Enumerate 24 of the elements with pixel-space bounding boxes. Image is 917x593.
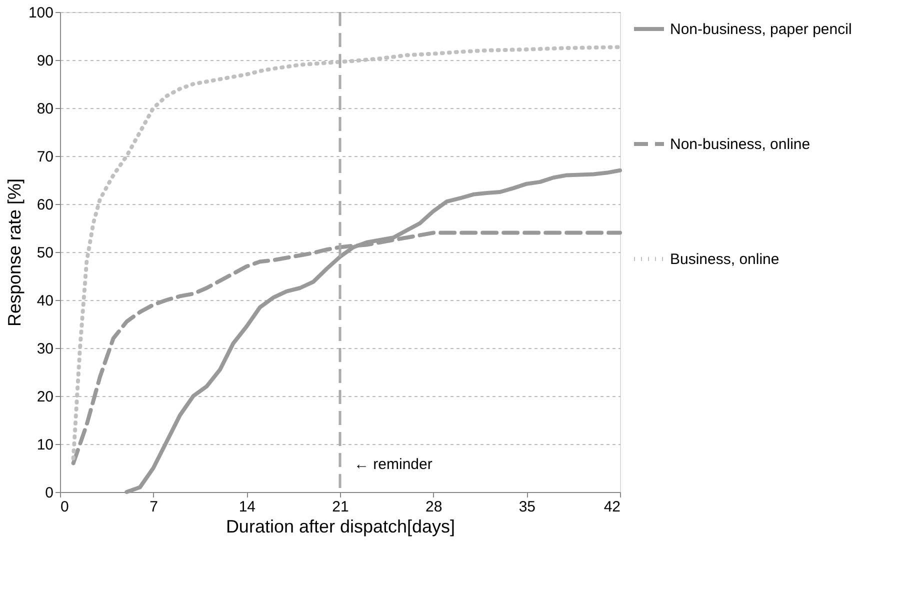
- y-tick-label: 30: [36, 340, 54, 358]
- y-tick-label: 50: [36, 244, 54, 262]
- x-tick-label: 42: [604, 498, 620, 516]
- legend-label: Non-business, online: [670, 136, 810, 153]
- y-tick-label: 70: [36, 148, 54, 166]
- y-tick-label: 0: [45, 484, 54, 502]
- y-axis-title: Response rate [%]: [4, 178, 24, 327]
- y-tick-label: 90: [36, 52, 54, 70]
- x-tick-label: 0: [60, 498, 69, 516]
- y-tick-label: 60: [36, 196, 54, 214]
- y-tick-label: 100: [28, 4, 54, 22]
- y-tick-label: 10: [36, 436, 54, 454]
- x-tick-label: 28: [425, 498, 442, 516]
- x-tick-label: 35: [518, 498, 536, 516]
- y-tick-label: 20: [36, 388, 54, 406]
- y-tick-label: 40: [36, 292, 54, 310]
- y-tick-label: 80: [36, 100, 54, 118]
- x-tick-label: 21: [332, 498, 349, 516]
- ref-line-label: ← reminder: [354, 456, 432, 473]
- legend-label: Business, online: [670, 251, 780, 268]
- x-axis-title: Duration after dispatch[days]: [226, 516, 456, 536]
- x-tick-label: 7: [150, 498, 158, 516]
- legend-label: Non-business, paper pencil: [670, 21, 852, 38]
- x-tick-label: 14: [238, 498, 256, 516]
